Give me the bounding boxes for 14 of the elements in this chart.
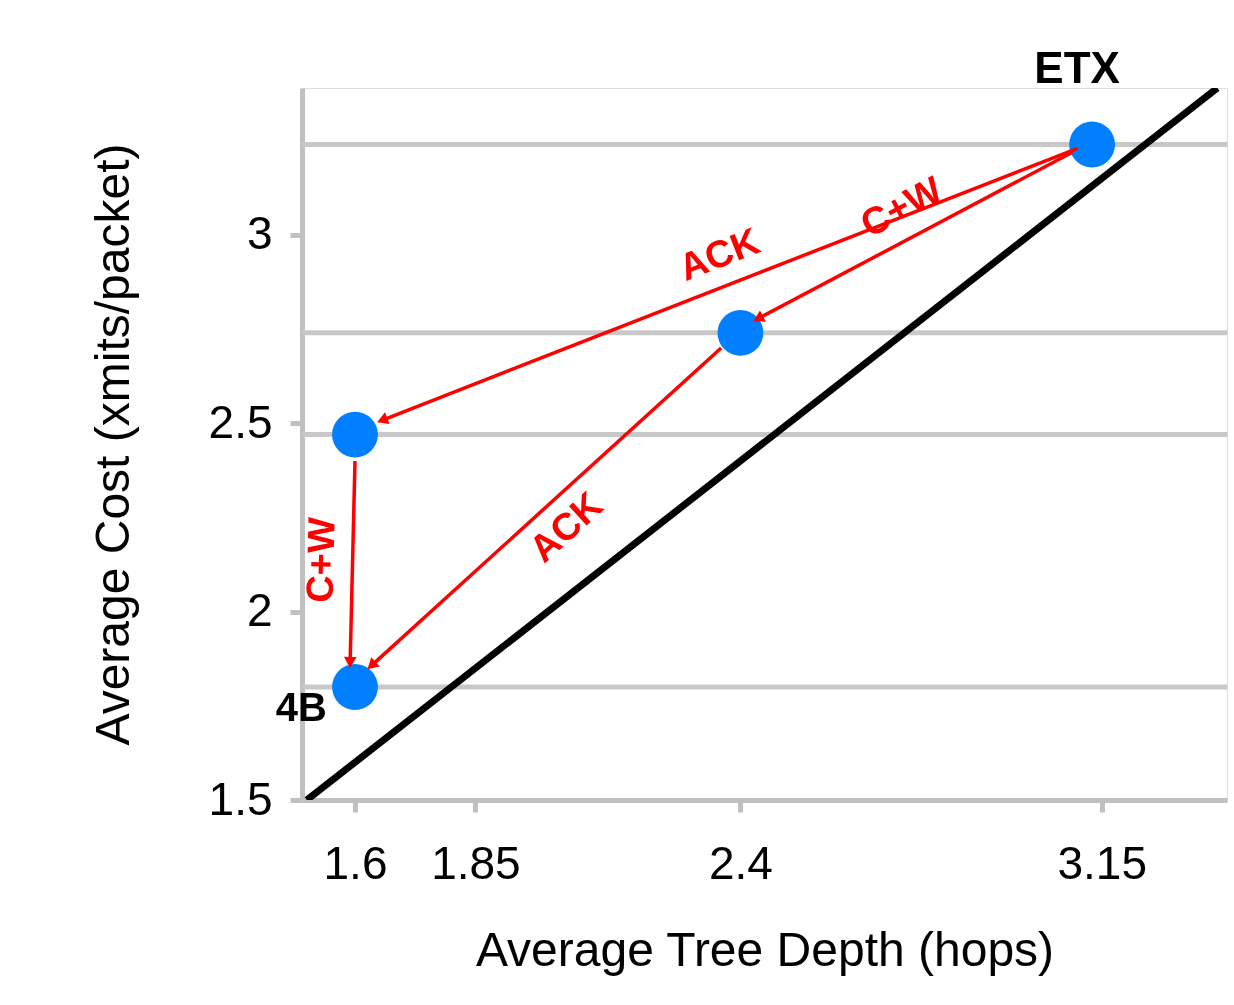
text: ACK	[673, 219, 766, 289]
y-tick-label: 3	[246, 207, 273, 260]
x-tick-label: 1.6	[323, 836, 388, 889]
x-tick-label: 1.85	[431, 836, 521, 889]
x-tick-label: 3.15	[1057, 836, 1148, 889]
y-tick-label: 2	[246, 584, 273, 637]
x-axis-title: Average Tree Depth (hops)	[475, 922, 1055, 976]
x-tick-label: 2.4	[708, 836, 773, 889]
y-tick-label: 2.5	[208, 395, 273, 448]
annotation: ETX	[1034, 42, 1120, 92]
y-axis-title: Average Cost (xmits/packet)	[85, 143, 139, 746]
text: C+W	[298, 516, 343, 604]
y-tick-label: 1.5	[208, 772, 273, 825]
annotation: 4B	[275, 684, 327, 729]
